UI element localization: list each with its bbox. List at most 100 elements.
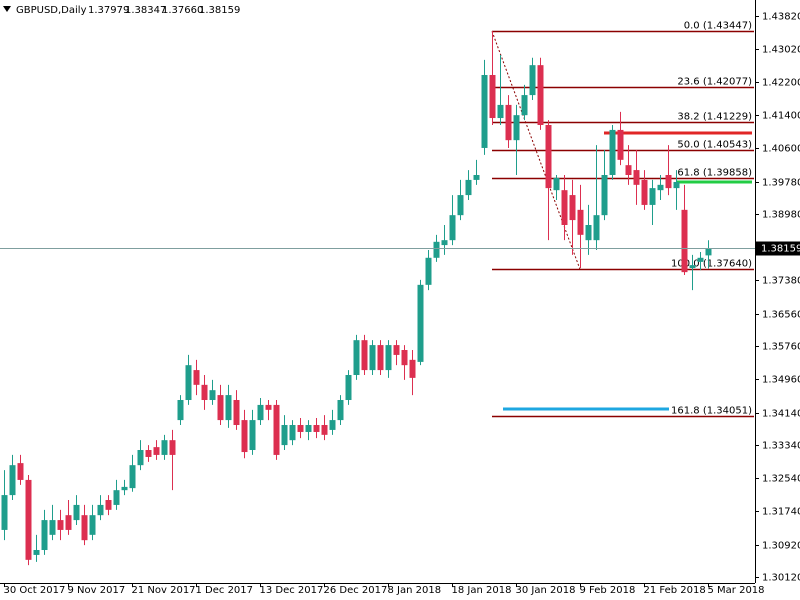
candle-body <box>145 450 152 457</box>
candle-body <box>305 425 312 432</box>
x-tick-label: 21 Nov 2017 <box>132 585 196 596</box>
candle-body <box>449 215 456 241</box>
y-tick-label: 1.36560 <box>762 310 800 321</box>
candle-body <box>105 500 112 510</box>
candle-body <box>153 447 160 455</box>
candle-body <box>169 440 176 455</box>
candle-body <box>177 400 184 421</box>
y-tick-label: 1.30120 <box>762 573 800 584</box>
candle-body <box>25 479 32 560</box>
y-tick-label: 1.43020 <box>762 45 800 56</box>
candle-body <box>273 404 280 455</box>
candle-body <box>281 425 288 446</box>
candle-body <box>409 359 416 378</box>
y-tick-label: 1.30920 <box>762 541 800 552</box>
candle-body <box>641 179 648 205</box>
candle-body <box>473 175 480 180</box>
y-tick-label: 1.39780 <box>762 178 800 189</box>
candle-body <box>137 450 144 466</box>
candle-body <box>513 115 520 141</box>
candle-body <box>465 179 472 196</box>
y-tick-label: 1.32540 <box>762 474 800 485</box>
candle-body <box>161 440 168 455</box>
fib-label: 100.0 (1.37640) <box>671 259 752 270</box>
y-tick-label: 1.34960 <box>762 375 800 386</box>
candle-body <box>609 129 616 176</box>
candle-body <box>553 177 560 191</box>
candle-body <box>377 345 384 371</box>
candle-body <box>497 104 504 119</box>
candle-body <box>577 209 584 235</box>
candle-body <box>241 420 248 453</box>
candle-body <box>9 465 16 496</box>
candle-body <box>345 375 352 401</box>
y-tick-label: 1.42200 <box>762 78 800 89</box>
menu-triangle[interactable] <box>3 6 11 12</box>
price-label: 1.38159 <box>761 244 800 255</box>
candle-body <box>697 257 704 262</box>
candle-body <box>201 384 208 401</box>
fib-label: 161.8 (1.34051) <box>671 406 752 417</box>
candle-body <box>57 520 64 530</box>
candle-body <box>65 515 72 530</box>
candle-body <box>17 463 24 480</box>
candle-body <box>457 195 464 216</box>
candle-body <box>425 257 432 285</box>
quote-high: 1.38347 <box>125 5 166 16</box>
candle-body <box>657 184 664 191</box>
candle-body <box>705 247 712 256</box>
y-tick-label: 1.38980 <box>762 210 800 221</box>
y-tick-label: 1.41400 <box>762 111 800 122</box>
candle-body <box>257 404 264 421</box>
candle-body <box>593 215 600 241</box>
candle-body <box>385 345 392 371</box>
x-tick-label: 30 Oct 2017 <box>4 585 66 596</box>
fib-label: 38.2 (1.41229) <box>677 112 752 123</box>
candle-body <box>89 515 96 535</box>
y-tick-label: 1.35760 <box>762 342 800 353</box>
y-tick-label: 1.34140 <box>762 409 800 420</box>
candle-body <box>625 165 632 176</box>
candle-body <box>225 395 232 421</box>
candle-body <box>369 345 376 371</box>
candle-body <box>313 425 320 432</box>
candle-body <box>193 370 200 385</box>
candle-body <box>585 225 592 241</box>
candle-body <box>481 75 488 148</box>
candle-body <box>353 340 360 376</box>
candle-body <box>665 175 672 189</box>
quote-low: 1.37660 <box>162 5 203 16</box>
candle-body <box>1 495 8 530</box>
candle-body <box>441 240 448 246</box>
candle-body <box>81 515 88 541</box>
x-tick-label: 8 Jan 2018 <box>388 585 442 596</box>
y-tick-label: 1.37380 <box>762 276 800 287</box>
x-tick-label: 9 Feb 2018 <box>580 585 636 596</box>
x-tick-label: 18 Jan 2018 <box>452 585 512 596</box>
x-tick-label: 13 Dec 2017 <box>260 585 324 596</box>
candle-body <box>561 190 568 226</box>
y-tick-label: 1.31740 <box>762 507 800 518</box>
candle-body <box>569 195 576 221</box>
candle-body <box>329 420 336 430</box>
candle-body <box>529 65 536 96</box>
fib-label: 50.0 (1.40543) <box>677 140 752 151</box>
candle-body <box>649 188 656 205</box>
candle-body <box>49 520 56 535</box>
candle-body <box>545 125 552 189</box>
candle-body <box>185 365 192 401</box>
candle-body <box>217 395 224 421</box>
candle-body <box>73 504 80 521</box>
candle-body <box>297 425 304 432</box>
candle-body <box>505 104 512 141</box>
fib-label: 23.6 (1.42077) <box>677 77 752 88</box>
quote-close: 1.38159 <box>199 5 240 16</box>
symbol: GBPUSD,Daily <box>16 5 87 16</box>
candle-body <box>417 284 424 362</box>
candle-body <box>601 175 608 216</box>
candle-body <box>209 390 216 401</box>
candle-body <box>233 400 240 426</box>
